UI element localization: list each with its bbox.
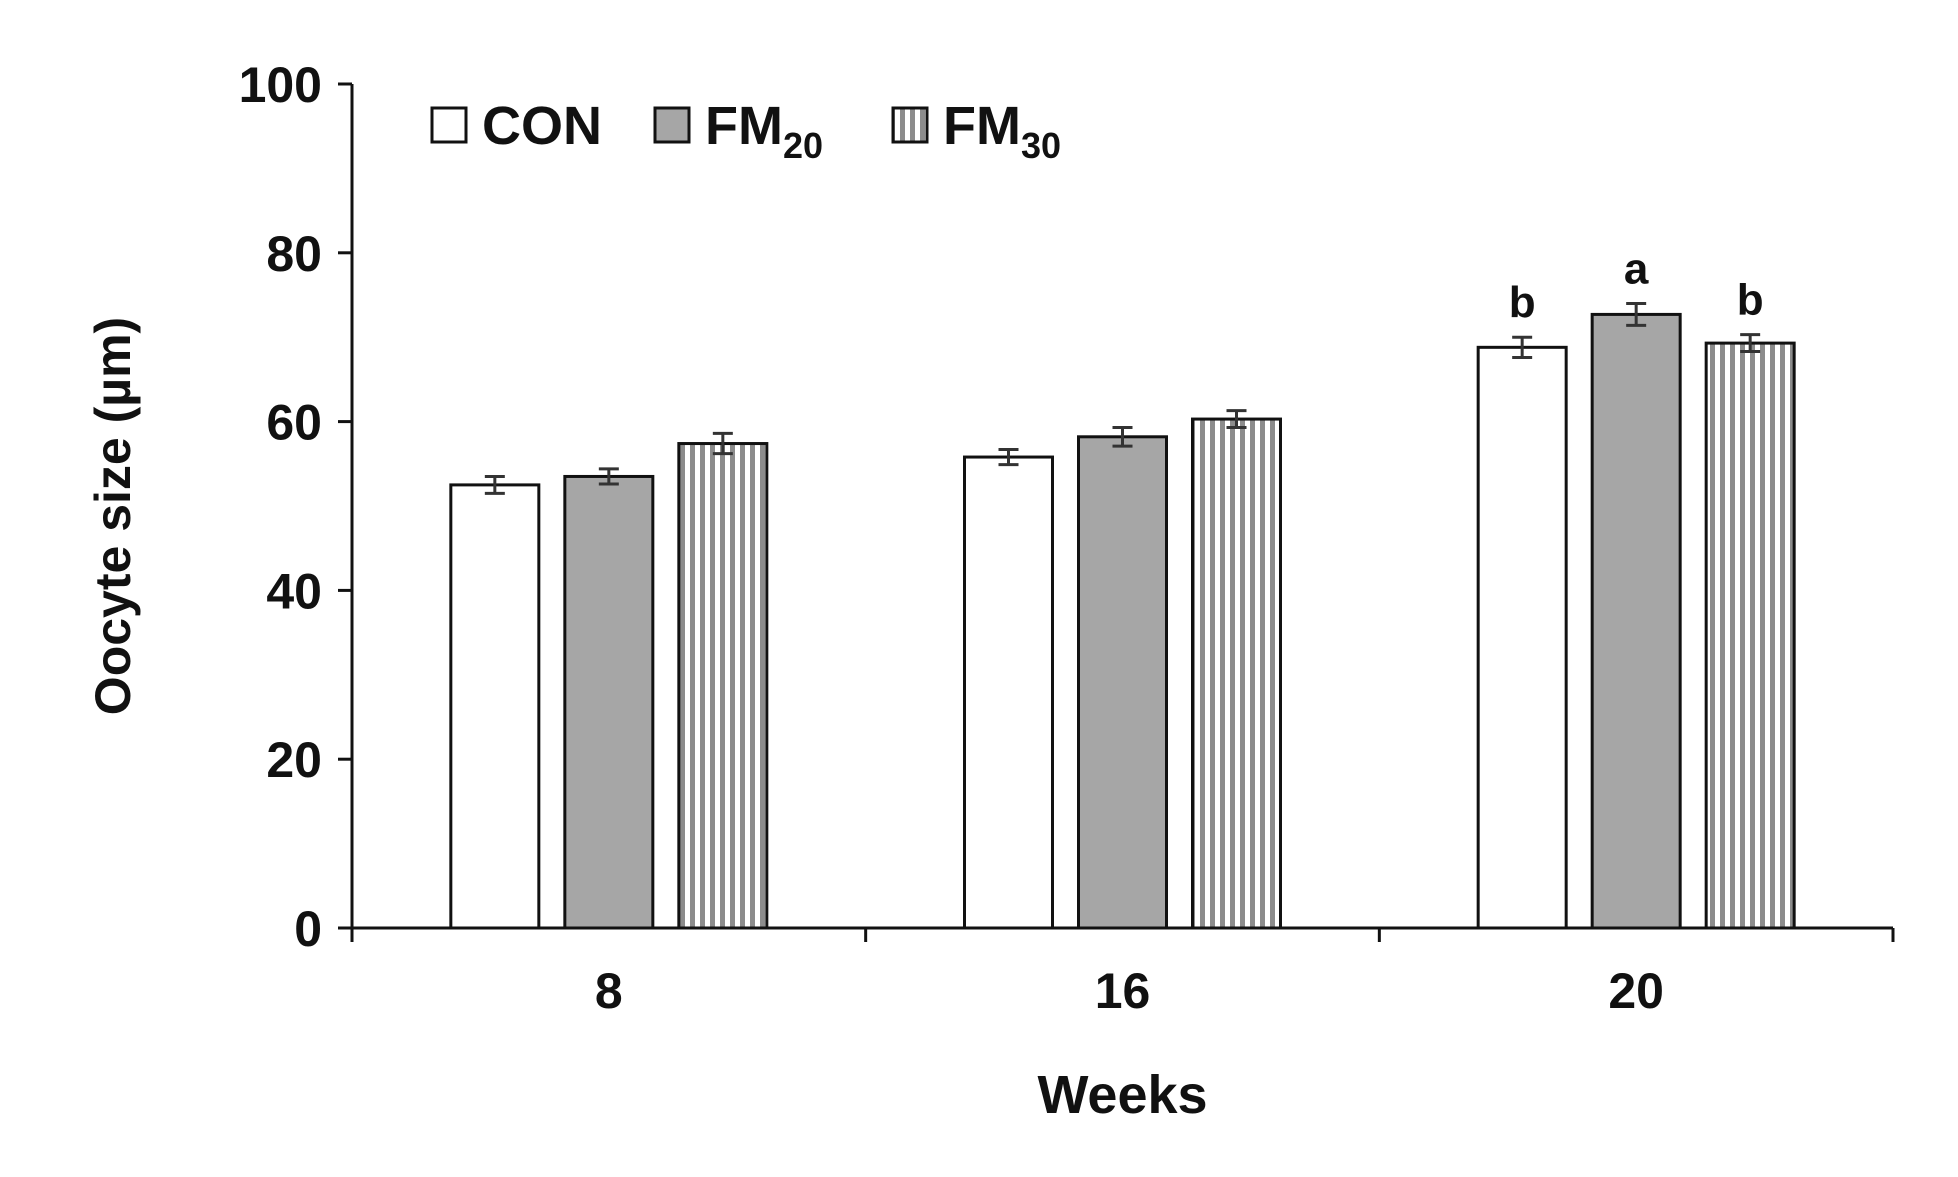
significance-label: a: [1624, 244, 1649, 293]
legend-swatch: [653, 106, 691, 144]
error-bar: [1226, 409, 1247, 430]
y-tick-label: 0: [294, 901, 322, 957]
bar-fm20-week-16: [1077, 435, 1168, 930]
y-tick-label: 60: [266, 395, 322, 451]
error-bar: [1626, 301, 1647, 327]
legend-label: FM20: [705, 96, 823, 166]
bar-con-week-16: [963, 455, 1054, 930]
y-tick-label: 80: [266, 226, 322, 282]
bar-fm20-week-20: [1590, 312, 1682, 930]
bar-con-week-8: [449, 483, 541, 930]
y-tick-label: 40: [266, 563, 322, 619]
x-tick-label: 16: [1095, 963, 1151, 1019]
significance-label: b: [1737, 276, 1764, 325]
legend-item-fm30: FM30: [891, 96, 1061, 166]
legend: CON FM20 FM30: [430, 96, 1061, 166]
x-tick-label: 8: [595, 963, 623, 1019]
error-bar: [1512, 335, 1533, 359]
y-tick-label: 20: [266, 732, 322, 788]
bar-fm30-week-16: [1191, 417, 1282, 930]
legend-label: FM30: [943, 96, 1061, 166]
y-tick-label: 100: [239, 57, 322, 113]
bar-fm30-week-8: [677, 442, 769, 930]
legend-label: CON: [482, 96, 602, 156]
error-bar: [712, 431, 733, 456]
error-bar: [998, 447, 1019, 467]
bar-fm20-week-8: [563, 474, 655, 930]
significance-label: b: [1509, 278, 1536, 327]
bars: bab: [449, 244, 1796, 930]
y-axis-ticks: 0 20 40 60 80 100: [239, 57, 352, 957]
y-axis-title: Oocyte size (µm): [85, 317, 141, 715]
legend-item-fm20: FM20: [653, 96, 823, 166]
error-bar: [484, 474, 505, 495]
error-bar: [1740, 333, 1761, 354]
error-bar: [1112, 426, 1133, 448]
error-bar: [598, 467, 619, 486]
x-axis-ticks: 8 16 20: [350, 928, 1895, 1019]
x-axis-title: Weeks: [1037, 1065, 1207, 1125]
legend-swatch: [891, 106, 929, 144]
legend-item-con: CON: [430, 96, 602, 156]
bar-fm30-week-20: [1704, 341, 1796, 930]
plot-area: 0 20 40 60 80 100 8 16 20 b a b: [239, 57, 1895, 1019]
legend-swatch: [430, 106, 468, 144]
x-tick-label: 20: [1608, 963, 1664, 1019]
bar-con-week-20: [1476, 345, 1568, 930]
